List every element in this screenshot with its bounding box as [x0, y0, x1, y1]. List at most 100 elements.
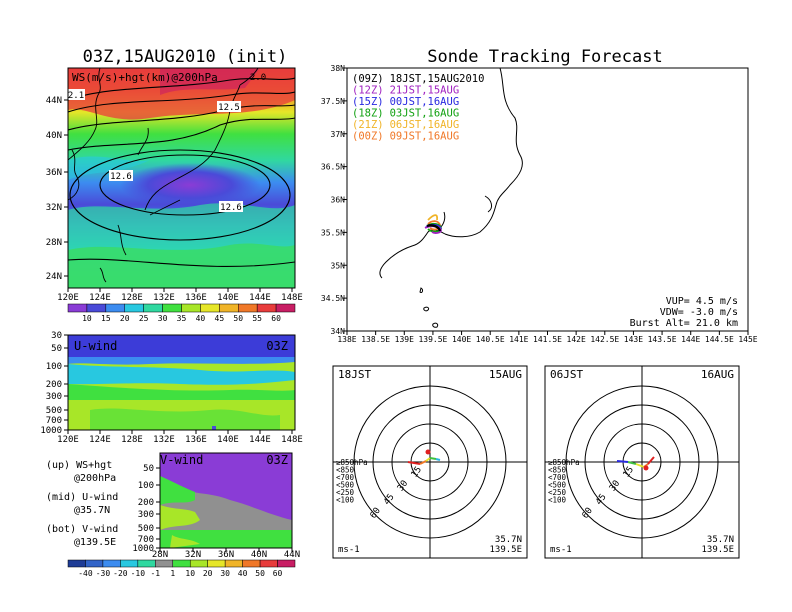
- colorbar-swatch: [207, 559, 226, 568]
- lon-tick-label: 136E: [185, 293, 207, 303]
- hodo-trace-segment: [616, 460, 629, 463]
- pressure-tick-label: 300: [46, 392, 62, 402]
- colorbar-swatch: [181, 303, 201, 313]
- hodo-date-label: 15AUG: [489, 368, 522, 381]
- lon-tick-label: 148E: [281, 435, 303, 445]
- hodo-level-label: <100: [336, 496, 355, 505]
- track-panel: 38N 37.5N 37N 36.5N 36N 35.5N 35N 34.5N 34N 138E…: [321, 64, 758, 344]
- lon-tick-label: 148E: [281, 293, 303, 303]
- lon-tick-label: 120E: [57, 435, 79, 445]
- colorbar-swatch: [238, 303, 258, 313]
- hodo-lon-label: 139.5E: [701, 545, 734, 555]
- hodo-trace-segment: [407, 461, 421, 465]
- hodo-surface-marker: [425, 449, 431, 455]
- sonde-tracks: [424, 214, 442, 234]
- param-burst: Burst Alt= 21.0 km: [630, 318, 738, 329]
- track-legend-entry: (18Z) 03JST,16AUG: [352, 108, 459, 120]
- hodo-lon-label: 139.5E: [489, 545, 522, 555]
- colorbar-tick-label: 10: [185, 569, 195, 578]
- colorbar-swatch: [67, 303, 88, 313]
- contour-label: 12.6: [110, 172, 132, 182]
- lon-tick-label: 144E: [249, 293, 271, 303]
- v-panel-label: V-wind: [160, 453, 203, 467]
- lon-tick-label: 142E: [567, 335, 586, 344]
- track-legend-entry: (00Z) 09JST,16AUG: [352, 131, 459, 143]
- pressure-tick-label: 100: [46, 362, 62, 372]
- lat-tick-label: 32N: [185, 550, 201, 560]
- colorbar-swatch: [137, 559, 156, 568]
- wind-colorbar: -40 -30 -20 -10 -1 1 10 20 30 40 50 60: [67, 559, 296, 578]
- pressure-tick-label: 1000: [40, 426, 62, 436]
- track-legend-time-jst: 21JST,15AUG: [390, 85, 460, 97]
- param-vup: VUP= 4.5 m/s: [666, 296, 738, 307]
- lon-tick-label: 128E: [121, 435, 143, 445]
- colorbar-tick-label: 60: [273, 569, 283, 578]
- colorbar-tick-label: 25: [139, 314, 149, 323]
- lat-tick-label: 44N: [284, 550, 300, 560]
- track-lat-axis: 38N 37.5N 37N 36.5N 36N 35.5N 35N 34.5N 34N: [321, 64, 347, 336]
- track-legend-time-z: (15Z): [352, 96, 384, 108]
- hodo-time-label: 18JST: [338, 368, 371, 381]
- track-legend-time-jst: 06JST,16AUG: [390, 119, 460, 131]
- hodo-trace-segment: [647, 456, 655, 465]
- colorbar-tick-label: 20: [203, 569, 213, 578]
- colorbar-tick-label: 50: [233, 314, 243, 323]
- colorbar-swatch: [200, 303, 220, 313]
- hodo-trace-segment: [435, 458, 441, 461]
- colorbar-swatch: [277, 559, 296, 568]
- track-legend-entry: (09Z) 18JST,15AUG2010: [352, 73, 484, 85]
- lat-tick-label: 40N: [46, 131, 62, 141]
- hodo-trace-segment: [419, 460, 427, 465]
- note-up-line2: @200hPa: [74, 473, 116, 484]
- right-title: Sonde Tracking Forecast: [427, 47, 662, 67]
- track-legend-time-jst: 03JST,16AUG: [390, 108, 460, 120]
- pressure-tick-label: 100: [138, 481, 154, 491]
- lat-tick-label: 36N: [331, 196, 346, 205]
- hodo-trace-segment: [627, 461, 637, 465]
- pressure-tick-label: 50: [51, 344, 62, 354]
- lat-tick-label: 34N: [331, 327, 346, 336]
- colorbar-tick-label: 30: [158, 314, 168, 323]
- colorbar-tick-label: 20: [120, 314, 130, 323]
- colorbar-swatch: [219, 303, 239, 313]
- lon-tick-label: 138E: [337, 335, 356, 344]
- lat-tick-label: 35N: [331, 261, 346, 270]
- lon-tick-label: 140E: [217, 435, 239, 445]
- colorbar-swatch: [85, 559, 104, 568]
- lon-tick-label: 136E: [185, 435, 207, 445]
- colorbar-tick-label: 55: [252, 314, 262, 323]
- lon-tick-label: 140E: [217, 293, 239, 303]
- colorbar-tick-label: 40: [238, 569, 248, 578]
- lat-tick-label: 37N: [331, 130, 346, 139]
- v-panel-time: 03Z: [266, 453, 288, 467]
- colorbar-swatch: [259, 559, 278, 568]
- colorbar-tick-label: -40: [78, 569, 93, 578]
- u-panel-time: 03Z: [266, 339, 288, 353]
- track-09z: [426, 224, 442, 232]
- colorbar-swatch: [86, 303, 107, 313]
- hodo-level-label: ≥850hPa: [336, 458, 368, 467]
- lon-tick-label: 124E: [89, 435, 111, 445]
- hodo-trace-segment: [425, 457, 431, 462]
- u-panel-label: U-wind: [74, 339, 117, 353]
- hodo-level-label: <850: [548, 466, 567, 475]
- colorbar-tick-label: 35: [177, 314, 187, 323]
- param-vdw: VDW= -3.0 m/s: [660, 307, 738, 318]
- hodo-surface-marker: [643, 465, 649, 471]
- panel-notes: (up) WS+hgt @200hPa (mid) U-wind @35.7N …: [46, 460, 118, 548]
- lat-tick-label: 32N: [46, 203, 62, 213]
- colorbar-swatch: [67, 559, 86, 568]
- hodo-level-label: <850: [336, 466, 355, 475]
- lat-tick-label: 34.5N: [321, 294, 345, 303]
- colorbar-swatch: [120, 559, 139, 568]
- map-lat-axis: 44N 40N 36N 32N 28N 24N: [46, 96, 68, 282]
- map-lon-axis: 120E 124E 128E 132E 136E 140E 144E 148E: [57, 288, 303, 303]
- pressure-tick-label: 300: [138, 510, 154, 520]
- lat-tick-label: 40N: [251, 550, 267, 560]
- lon-tick-label: 143E: [624, 335, 643, 344]
- lat-tick-label: 24N: [46, 272, 62, 282]
- note-mid-line2: @35.7N: [74, 505, 110, 516]
- colorbar-swatch: [162, 303, 182, 313]
